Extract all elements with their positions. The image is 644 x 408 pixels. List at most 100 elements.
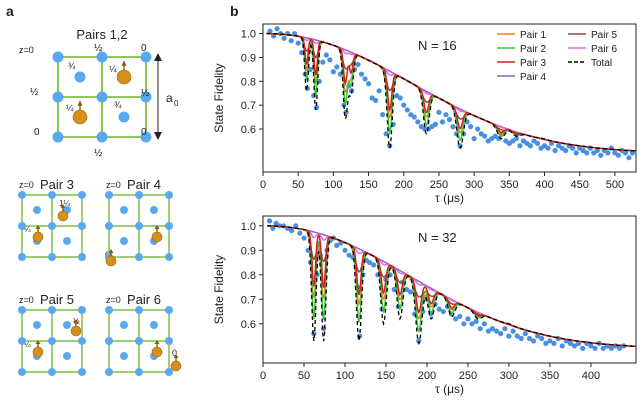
data-point [365, 81, 372, 87]
data-point [270, 33, 277, 39]
atom [18, 368, 26, 376]
x-tick-label: 400 [535, 179, 553, 191]
data-point [334, 242, 340, 248]
x-tick-label: 0 [260, 370, 266, 382]
z0-label: z=0 [19, 45, 34, 55]
atom [52, 91, 64, 103]
data-point [481, 321, 487, 327]
atom [135, 191, 143, 199]
data-point [266, 218, 273, 224]
spin-atom [170, 354, 182, 372]
atom [78, 306, 86, 314]
x-tick-label: 150 [377, 370, 395, 382]
zero-label-bottom-left: 0 [34, 127, 40, 138]
data-point [288, 38, 294, 44]
atom [140, 91, 152, 103]
data-point [622, 150, 629, 156]
data-point [615, 152, 622, 158]
data-point [510, 328, 516, 334]
data-point [594, 147, 600, 154]
data-point [297, 230, 303, 236]
zero-label-top-right: 0 [141, 43, 147, 54]
data-point [526, 335, 533, 342]
data-point [342, 247, 348, 253]
data-point [522, 331, 528, 337]
data-point [570, 145, 576, 151]
lattice-title: Pairs 1,2 [76, 27, 127, 42]
atom [78, 222, 86, 230]
data-point [608, 345, 615, 351]
atom [165, 368, 173, 376]
y-tick-label: 1.0 [241, 29, 256, 41]
chart-n16: τ (μs) State Fidelity 0 50 100 150 200 250 300… [212, 23, 637, 205]
atom [105, 222, 113, 230]
data-point [517, 143, 523, 149]
x-tick-label: 200 [418, 370, 436, 382]
pair-lattices: z=0 Pair 3 1¼ ¼ z=0 Pair 4 0 z=0 Pair 5 … [18, 177, 182, 376]
atom [78, 253, 86, 261]
data-point [440, 308, 446, 315]
data-point [469, 321, 475, 327]
data-point [539, 335, 545, 342]
atom [78, 191, 86, 199]
x-tick-label: 150 [359, 179, 377, 191]
spin-atom [105, 249, 117, 267]
data-point [498, 331, 504, 337]
data-point [465, 316, 471, 322]
label-quarter-1: ¼ [109, 64, 117, 74]
pair5-label-b: ¼ [24, 340, 31, 349]
data-point [514, 333, 520, 339]
data-point [545, 145, 551, 151]
atom [18, 253, 26, 261]
data-point [513, 135, 519, 142]
data-point [535, 333, 541, 339]
chart-n16-title: N = 16 [418, 38, 457, 53]
chart-n32: τ (μs) State Fidelity 0 50 100 150 200 250 300… [212, 215, 637, 396]
atom [135, 368, 143, 376]
half-label-bottom: ½ [94, 148, 103, 159]
series-total [267, 225, 636, 347]
plot-area [266, 218, 636, 351]
atom [33, 321, 41, 329]
data-point [366, 259, 373, 266]
data-point [330, 69, 336, 75]
data-point [376, 88, 382, 94]
data-point [457, 313, 463, 320]
lattice-constant-sub: 0 [174, 99, 179, 108]
chart-n16-xlabel: τ (μs) [435, 191, 464, 205]
atom [96, 131, 108, 143]
data-point [436, 306, 442, 312]
panel-a-label: a [6, 3, 14, 19]
data-point [605, 150, 611, 156]
pair3-z0: z=0 [19, 180, 34, 190]
series-total [266, 32, 636, 152]
data-point [629, 150, 636, 156]
lattice-constant-label: a [166, 91, 173, 105]
pair6-label-a: 0 [172, 348, 177, 358]
data-point [443, 112, 449, 118]
data-point [453, 316, 459, 322]
half-label-top: ½ [94, 43, 103, 54]
data-point [592, 345, 598, 351]
atom [105, 337, 113, 345]
plot-frame [262, 23, 637, 173]
data-point [373, 97, 379, 103]
y-tick-label: 0.9 [241, 245, 256, 257]
pair5-z0: z=0 [19, 295, 34, 305]
atom [74, 71, 86, 83]
atom [140, 51, 152, 63]
data-point [334, 64, 340, 70]
data-point [471, 135, 477, 142]
data-point [461, 321, 467, 327]
lattice-constant-arrow: a 0 [154, 53, 179, 140]
atom [63, 321, 71, 329]
atom [120, 352, 128, 360]
spin-atom [32, 225, 44, 243]
data-point [482, 133, 488, 139]
data-point [473, 318, 479, 324]
atom [120, 321, 128, 329]
atom [63, 352, 71, 360]
atom [135, 306, 143, 314]
y-tick-label: 0.6 [241, 124, 256, 136]
y-tick-label: 1.0 [241, 221, 256, 233]
